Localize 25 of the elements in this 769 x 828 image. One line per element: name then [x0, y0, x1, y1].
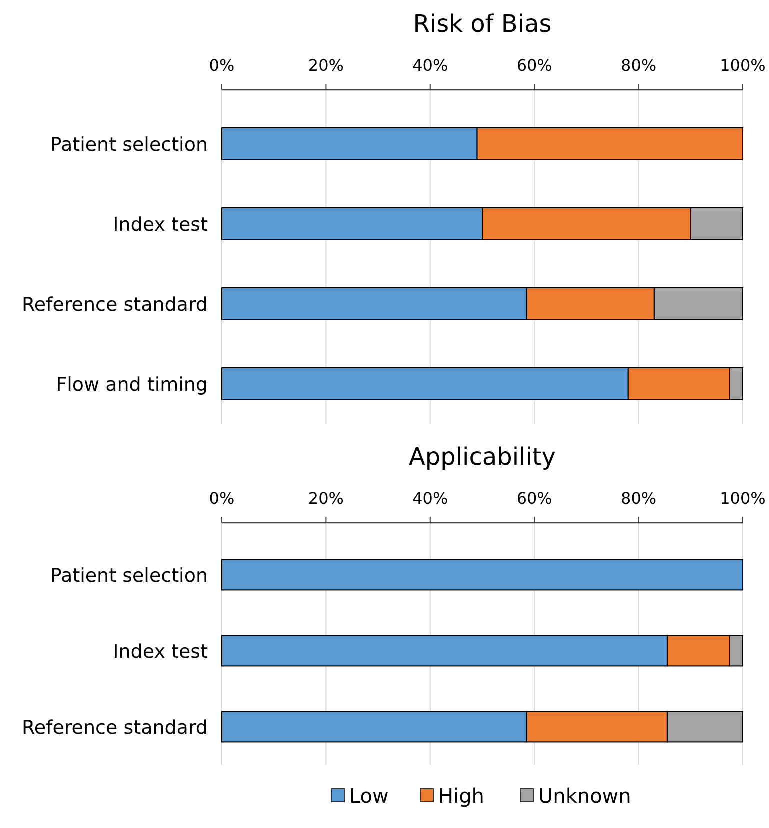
x-tick-label: 80%	[621, 489, 657, 508]
legend-label: Unknown	[538, 784, 632, 808]
legend-label: High	[438, 784, 484, 808]
y-tick-label: Index test	[113, 214, 208, 236]
x-tick-label: 20%	[308, 489, 344, 508]
y-tick-label: Reference standard	[22, 294, 208, 316]
x-tick-label: 40%	[412, 56, 448, 75]
chart-title: Applicability	[409, 443, 556, 471]
x-tick-label: 80%	[621, 56, 657, 75]
y-tick-label: Patient selection	[50, 565, 208, 587]
chart-title: Risk of Bias	[413, 10, 552, 38]
legend-label: Low	[350, 784, 389, 808]
x-tick-label: 0%	[209, 56, 235, 75]
x-tick-label: 20%	[308, 56, 344, 75]
x-tick-label: 100%	[720, 56, 766, 75]
x-tick-label: 100%	[720, 489, 766, 508]
x-tick-label: 60%	[516, 489, 552, 508]
x-tick-label: 60%	[516, 56, 552, 75]
x-tick-label: 40%	[412, 489, 448, 508]
x-tick-label: 0%	[209, 489, 235, 508]
bar	[222, 559, 744, 591]
y-tick-label: Patient selection	[50, 134, 208, 156]
y-tick-label: Flow and timing	[56, 374, 208, 396]
y-tick-label: Reference standard	[22, 717, 208, 739]
y-tick-label: Index test	[113, 641, 208, 663]
